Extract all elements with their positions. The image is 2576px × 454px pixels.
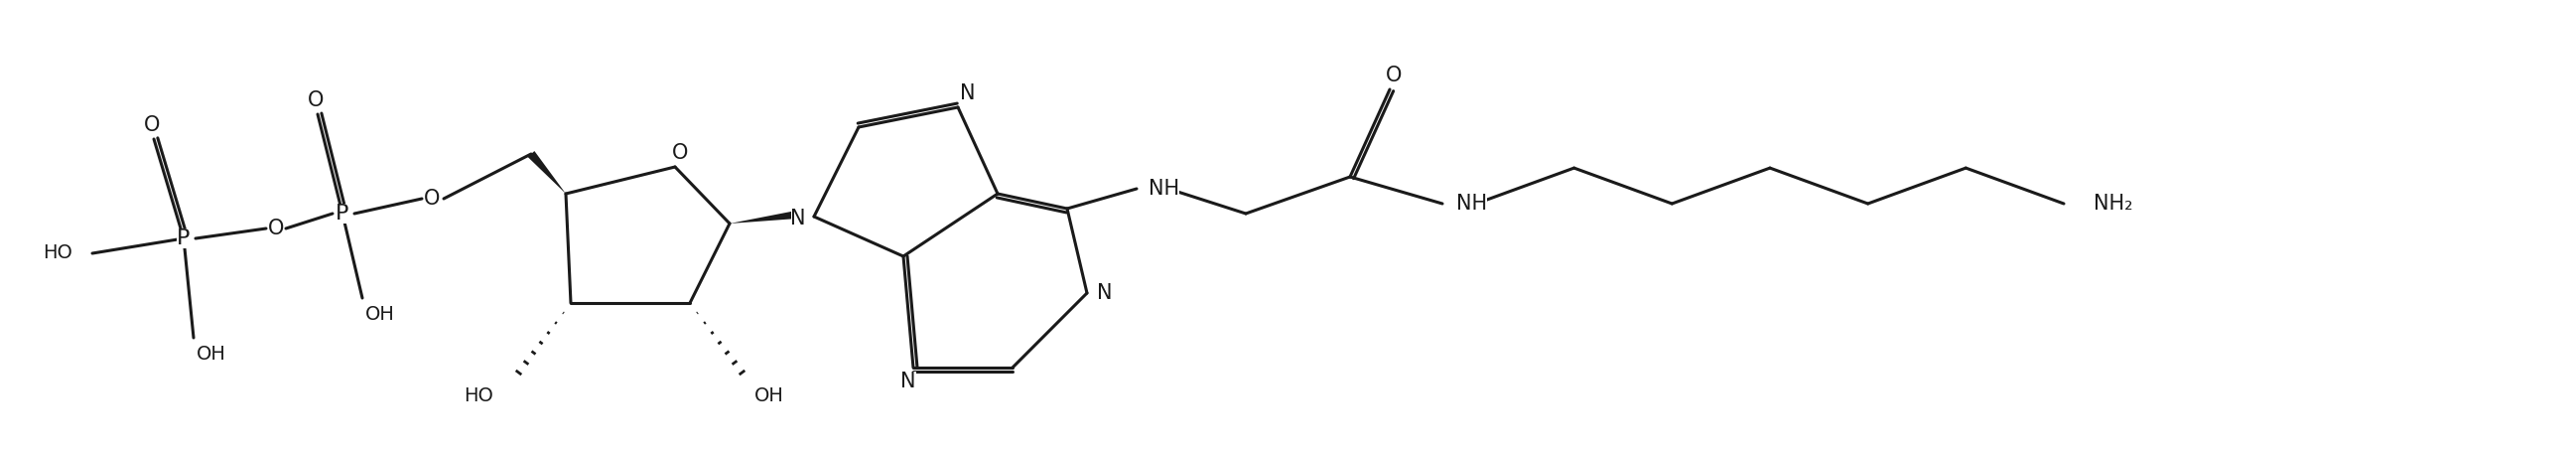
Text: O: O xyxy=(268,218,283,238)
Text: O: O xyxy=(422,189,440,209)
Text: OH: OH xyxy=(755,387,783,406)
Text: O: O xyxy=(307,90,325,110)
Text: O: O xyxy=(1386,65,1401,85)
Text: P: P xyxy=(335,204,350,223)
Text: HO: HO xyxy=(464,387,495,406)
Text: NH: NH xyxy=(1149,179,1180,199)
Text: O: O xyxy=(144,115,160,135)
Text: OH: OH xyxy=(196,344,227,363)
Text: NH: NH xyxy=(1455,194,1486,213)
Text: N: N xyxy=(902,371,917,391)
Text: N: N xyxy=(1097,283,1113,303)
Text: NH₂: NH₂ xyxy=(2094,194,2133,213)
Text: N: N xyxy=(961,84,976,104)
Text: O: O xyxy=(672,143,688,163)
Text: HO: HO xyxy=(44,244,72,263)
Text: OH: OH xyxy=(366,305,394,323)
Text: N: N xyxy=(791,209,806,228)
Text: P: P xyxy=(178,228,191,248)
Polygon shape xyxy=(729,209,804,223)
Polygon shape xyxy=(528,151,567,194)
